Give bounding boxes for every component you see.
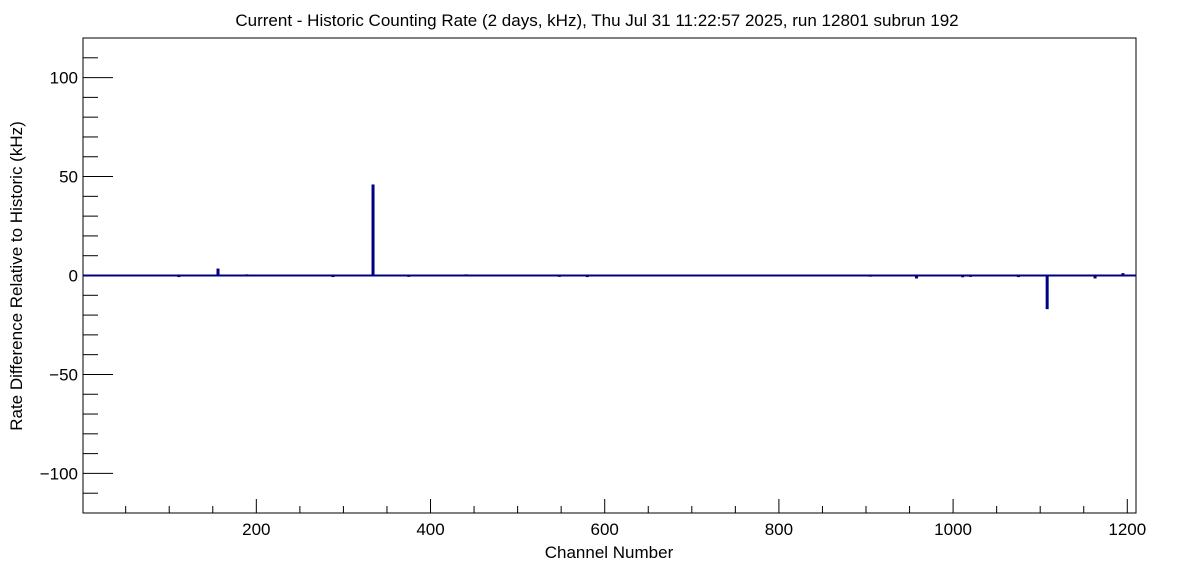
y-tick-label: −100	[40, 464, 78, 483]
plot-area: −100 −50 0 50 100 200 400 600 800 1000 1200	[40, 37, 1146, 539]
histogram-bar	[216, 268, 220, 276]
histogram-bar	[585, 275, 589, 278]
histogram-bar	[915, 275, 919, 279]
histogram-bar	[1045, 275, 1049, 310]
histogram-bar	[371, 184, 375, 276]
chart-title: Current - Historic Counting Rate (2 days…	[235, 11, 958, 30]
y-tick-label: 50	[59, 168, 78, 187]
histogram-bar	[1093, 275, 1097, 279]
histogram-bar	[1016, 275, 1020, 278]
histogram-bar	[464, 274, 468, 276]
x-tick-label: 400	[416, 520, 444, 539]
histogram-bar	[1121, 273, 1125, 276]
histogram-bar	[331, 275, 335, 278]
histogram-bar	[245, 274, 249, 276]
x-tick-label: 1200	[1108, 520, 1146, 539]
x-tick-label: 600	[591, 520, 619, 539]
histogram-bar	[177, 275, 181, 278]
y-tick-label: −50	[49, 365, 78, 384]
histogram-bar	[969, 275, 973, 277]
histogram-bar	[961, 275, 965, 278]
y-tick-label: 100	[50, 69, 78, 88]
x-tick-label: 1000	[934, 520, 972, 539]
y-axis-title: Rate Difference Relative to Historic (kH…	[7, 121, 26, 431]
histogram-bar	[557, 275, 561, 277]
histogram-bar	[868, 275, 872, 277]
x-axis-title: Channel Number	[545, 543, 674, 562]
y-tick-label: 0	[69, 267, 78, 286]
x-tick-label: 800	[765, 520, 793, 539]
histogram-bar	[407, 275, 411, 277]
x-tick-label: 200	[242, 520, 270, 539]
